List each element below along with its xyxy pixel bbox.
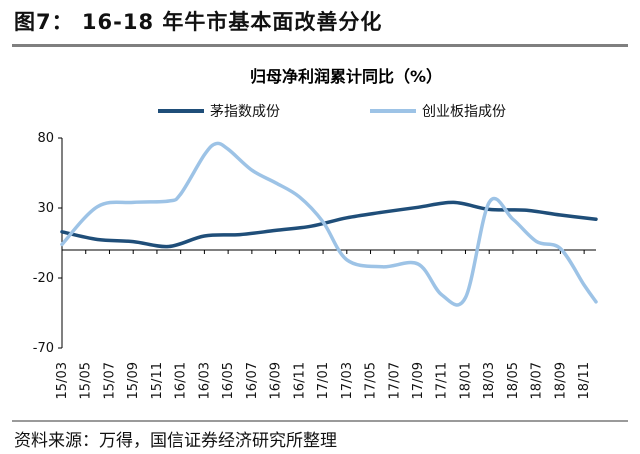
- x-tick-label: 17/05: [364, 362, 379, 399]
- x-tick-label: 16/07: [245, 362, 260, 399]
- x-tick-label: 18/01: [458, 362, 473, 399]
- x-tick-label: 18/05: [506, 362, 521, 399]
- y-tick-label: 30: [37, 201, 54, 216]
- y-tick-label: -20: [33, 271, 54, 286]
- x-tick-label: 15/03: [55, 362, 70, 399]
- source-note: 资料来源：万得，国信证券经济研究所整理: [14, 431, 337, 451]
- x-tick-label: 17/09: [411, 362, 426, 399]
- x-tick-label: 18/03: [482, 362, 497, 399]
- x-tick-label: 18/11: [577, 362, 592, 399]
- x-tick-label: 16/11: [292, 362, 307, 399]
- x-tick-label: 17/07: [387, 362, 402, 399]
- series-line-maozhishu: [60, 200, 598, 249]
- series-lines: [60, 141, 598, 307]
- legend-label: 创业板指成份: [422, 104, 506, 120]
- legend: 茅指数成份 创业板指成份: [158, 104, 506, 120]
- figure-title: 图7： 16-18 年牛市基本面改善分化: [14, 10, 383, 34]
- title-divider: [12, 44, 628, 47]
- chart-title: 归母净利润累计同比（%）: [250, 67, 442, 86]
- x-tick-label: 15/07: [102, 362, 117, 399]
- x-tick-label: 16/09: [269, 362, 284, 399]
- legend-label: 茅指数成份: [210, 104, 280, 120]
- x-tick-label: 16/01: [174, 362, 189, 399]
- x-tick-label: 15/11: [150, 362, 165, 399]
- y-tick-label: 80: [37, 131, 54, 146]
- source-divider: [12, 420, 628, 422]
- x-tick-label: 16/03: [197, 362, 212, 399]
- x-tick-label: 15/09: [126, 362, 141, 399]
- x-tick-label: 17/03: [340, 362, 355, 399]
- x-tick-label: 18/07: [530, 362, 545, 399]
- x-tick-label: 18/09: [553, 362, 568, 399]
- x-tick-label: 16/05: [221, 362, 236, 399]
- series-line-chuangyeban: [60, 141, 598, 307]
- x-tick-label: 17/11: [435, 362, 450, 399]
- y-tick-label: -70: [33, 341, 54, 356]
- x-tick-label: 17/01: [316, 362, 331, 399]
- x-tick-label: 15/05: [79, 362, 94, 399]
